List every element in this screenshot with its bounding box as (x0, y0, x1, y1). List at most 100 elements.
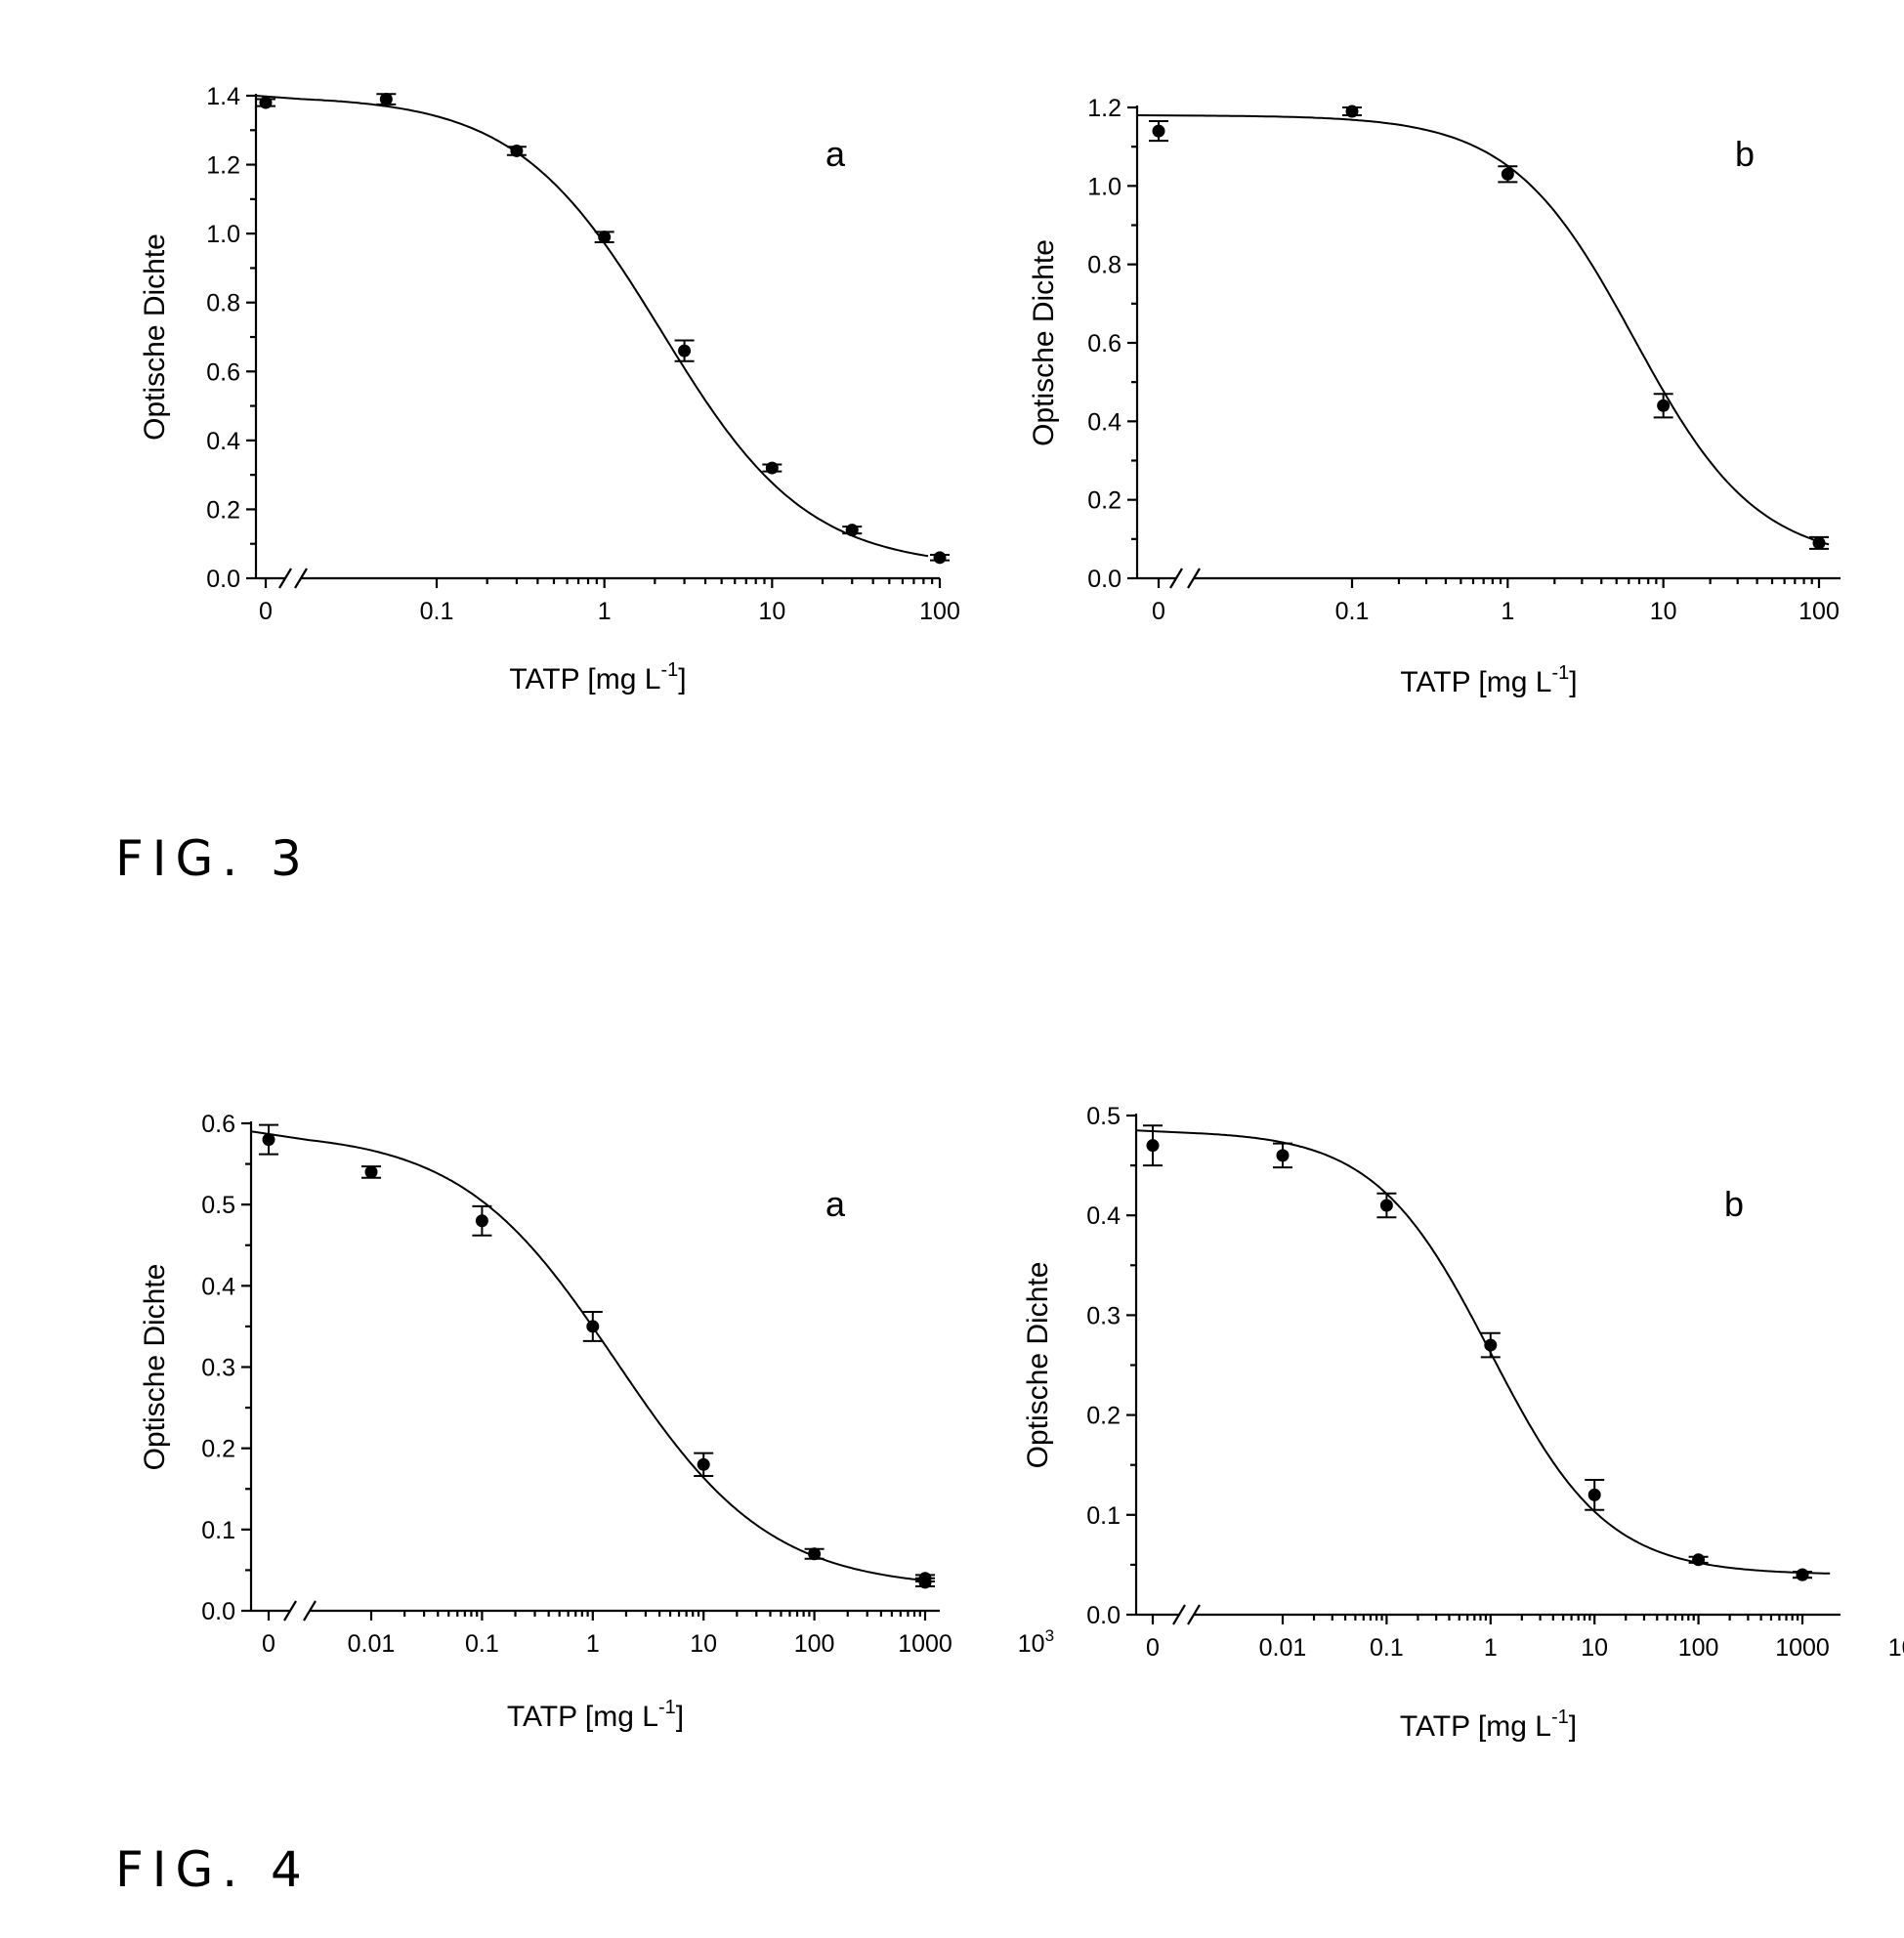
x-tick-label: 1000 (1775, 1634, 1830, 1662)
x-axis-label: TATP [mg L-1] (1400, 1706, 1577, 1743)
data-point-group (1481, 1333, 1501, 1358)
x-tick-label: 10 (690, 1630, 717, 1658)
y-tick-label: 1.2 (206, 152, 240, 180)
data-point-group (595, 231, 614, 243)
x-axis-label-end: ] (676, 1701, 684, 1733)
panel-label: b (1724, 1184, 1744, 1224)
y-axis-label: Optische Dichte (1022, 1262, 1054, 1469)
data-point-zero (259, 1125, 278, 1155)
data-point (1588, 1489, 1601, 1501)
x-axis-label-end: ] (1569, 666, 1577, 698)
y-tick-label: 1.0 (206, 221, 240, 248)
data-point-group (842, 524, 862, 536)
x-axis-label: TATP [mg L-1] (509, 659, 686, 695)
y-tick-label: 0.8 (206, 290, 240, 317)
data-point (678, 345, 691, 358)
y-tick-label: 0.0 (201, 1598, 235, 1625)
data-point (380, 93, 393, 105)
x-axis-label-end: ] (1569, 1710, 1577, 1743)
fig3-panel-a-chart: 0.00.20.40.60.81.01.21.400.1110100TATP [… (0, 0, 952, 762)
y-tick-label: 0.4 (1086, 1202, 1121, 1230)
axes: 0.00.20.40.60.81.01.21.400.1110100 (206, 83, 960, 625)
fig3-panel-b: 0.00.20.40.60.81.01.200.1110100TATP [mg … (952, 0, 1904, 762)
y-tick-label: 0.2 (1086, 1403, 1121, 1430)
x-tick-label: 0.01 (1259, 1634, 1307, 1662)
data-point (586, 1320, 599, 1332)
y-tick-label: 0.8 (1087, 252, 1121, 279)
data-point-group (762, 462, 782, 475)
y-tick-label: 0.0 (206, 566, 240, 593)
data-point-group (1273, 1144, 1292, 1168)
data-point (1277, 1149, 1290, 1161)
x-tick-label: 103 (1888, 1630, 1904, 1662)
fit-curve (1137, 115, 1829, 544)
data-point (1147, 1139, 1160, 1152)
y-tick-label: 0.6 (206, 358, 240, 386)
data-point (598, 231, 611, 243)
y-tick-label: 0.6 (201, 1111, 235, 1138)
data-point (766, 462, 779, 475)
y-tick-label: 0.1 (201, 1517, 235, 1544)
data-point (365, 1165, 378, 1178)
data-point-group (376, 93, 396, 105)
fig4-panel-b-chart: 0.00.10.20.30.40.500.010.11101001000103T… (952, 1035, 1904, 1797)
y-axis-label: Optische Dichte (139, 1264, 171, 1471)
data-point (1380, 1199, 1393, 1211)
data-point (1484, 1339, 1497, 1352)
data-point-group (1654, 394, 1673, 417)
fig4-panel-a: 0.00.10.20.30.40.50.600.010.111010010001… (0, 1035, 952, 1797)
x-axis-label-exponent: -1 (660, 659, 678, 681)
x-tick-label: 10 (758, 598, 785, 625)
data-point-group (1376, 1194, 1396, 1218)
y-tick-label: 0.0 (1087, 566, 1121, 593)
x-tick-label: 0.1 (1370, 1634, 1404, 1662)
x-tick-label-zero: 0 (1146, 1634, 1160, 1662)
y-tick-label: 1.4 (206, 83, 240, 110)
y-tick-label: 1.0 (1087, 173, 1121, 200)
data-point-group (930, 551, 950, 564)
data-point (476, 1214, 488, 1227)
fig4-panel-a-chart: 0.00.10.20.30.40.50.600.010.111010010001… (0, 1035, 952, 1797)
x-axis-label-exponent: -1 (1551, 662, 1569, 684)
x-axis-label: TATP [mg L-1] (507, 1697, 684, 1733)
data-point (1813, 536, 1826, 549)
y-tick-label: 0.3 (201, 1355, 235, 1382)
x-axis-label-exponent: -1 (658, 1697, 676, 1718)
data-point-group (694, 1454, 713, 1476)
axes: 0.00.20.40.60.81.01.200.1110100 (1087, 95, 1841, 625)
y-tick-label: 0.6 (1087, 330, 1121, 358)
x-tick-label: 100 (794, 1630, 835, 1658)
data-point-group (361, 1165, 381, 1178)
x-axis-label: TATP [mg L-1] (1400, 662, 1577, 698)
x-tick-label: 0.1 (420, 598, 454, 625)
y-tick-label: 0.2 (201, 1436, 235, 1463)
figure-3-label: FIG. 3 (115, 830, 311, 887)
x-tick-label-zero: 0 (262, 1630, 275, 1658)
y-tick-label: 0.2 (1087, 487, 1121, 515)
y-tick-label: 0.1 (1086, 1502, 1121, 1530)
y-tick-label: 0.5 (201, 1192, 235, 1219)
fig4-panel-b: 0.00.10.20.30.40.500.010.11101001000103T… (952, 1035, 1904, 1797)
y-tick-label: 0.2 (206, 496, 240, 524)
x-tick-label: 10 (1581, 1634, 1608, 1662)
data-point-group (472, 1206, 491, 1236)
data-point (1153, 125, 1165, 138)
data-point (846, 524, 859, 536)
panel-label: a (825, 1184, 846, 1224)
data-point (1657, 400, 1670, 412)
data-point (1346, 105, 1359, 118)
fig3-panel-b-chart: 0.00.20.40.60.81.01.200.1110100TATP [mg … (952, 0, 1904, 762)
data-point (1797, 1569, 1809, 1581)
x-tick-label-zero: 0 (1152, 598, 1165, 625)
x-tick-label: 0.1 (465, 1630, 499, 1658)
x-tick-label: 1000 (898, 1630, 952, 1658)
y-tick-label: 0.3 (1086, 1302, 1121, 1329)
data-point (1502, 168, 1514, 181)
x-tick-label: 0.1 (1335, 598, 1370, 625)
data-point (934, 551, 947, 564)
panel-label: b (1735, 134, 1755, 174)
panel-label: a (825, 134, 846, 174)
data-point (698, 1458, 710, 1471)
y-tick-label: 0.4 (206, 428, 240, 455)
x-tick-label: 1 (586, 1630, 600, 1658)
